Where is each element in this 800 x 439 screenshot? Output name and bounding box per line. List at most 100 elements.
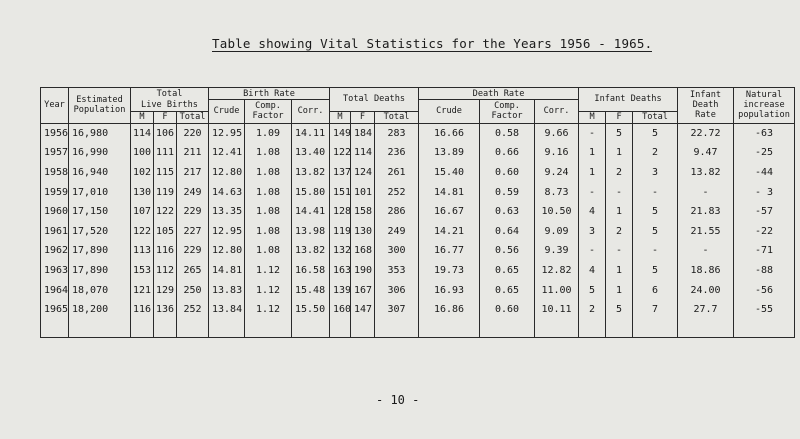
table-blank-row	[40, 319, 796, 339]
table-cell: 116	[130, 299, 154, 320]
table-cell: 184	[350, 123, 375, 144]
table-cell: 1.12	[244, 260, 292, 281]
table-cell: 12.82	[534, 260, 580, 281]
table-cell: 252	[373, 182, 420, 202]
table-cell: 1.09	[244, 123, 292, 144]
table-cell: -63	[733, 123, 796, 144]
table-blank-cell	[153, 319, 177, 339]
table-cell: 132	[329, 241, 351, 261]
header-live-f: F	[153, 110, 177, 124]
header-year: Year	[40, 87, 69, 124]
table-cell: -57	[733, 201, 796, 222]
table-cell: 22.72	[677, 123, 735, 144]
table-cell: -	[605, 241, 634, 261]
table-cell: 217	[176, 162, 209, 183]
table-cell: 129	[153, 280, 177, 300]
header-br-comp-factor: Comp. Factor	[244, 99, 292, 124]
table-cell: 111	[153, 143, 177, 163]
table-cell: 1.08	[244, 182, 292, 202]
table-cell: 151	[329, 182, 351, 202]
table-cell: 15.48	[291, 280, 330, 300]
table-cell: 100	[130, 143, 154, 163]
table-cell: 1.08	[244, 162, 292, 183]
table-cell: 12.80	[208, 162, 245, 183]
table-cell: 300	[373, 241, 420, 261]
table-cell: 261	[373, 162, 420, 183]
table-cell: 227	[176, 221, 209, 242]
table-cell: 130	[130, 182, 154, 202]
header-td-f: F	[350, 110, 375, 124]
header-live-births-sub: Live Births	[130, 99, 209, 112]
table-cell: 124	[350, 162, 375, 183]
table-cell: 2	[632, 143, 679, 163]
table-cell: 5	[632, 201, 679, 222]
table-cell: 130	[350, 221, 375, 242]
table-cell: 139	[329, 280, 351, 300]
table-cell: 160	[329, 299, 351, 320]
page-title: Table showing Vital Statistics for the Y…	[212, 36, 653, 52]
table-cell: 13.84	[208, 299, 245, 320]
table-cell: 16.77	[418, 241, 481, 261]
table-cell: 19.73	[418, 260, 481, 281]
table-cell: 14.81	[418, 182, 481, 202]
table-cell: 18,200	[68, 299, 131, 320]
header-total-live-births: Total	[130, 87, 209, 100]
table-cell: 13.98	[291, 221, 330, 242]
table-cell: 14.63	[208, 182, 245, 202]
header-total-deaths: Total Deaths	[328, 87, 420, 112]
table-cell: 211	[176, 143, 209, 163]
table-row: 1956 16,980 114 106 220 12.95 1.09 14.11 149 184 2…	[40, 123, 796, 144]
table-cell: 14.81	[208, 260, 245, 281]
table-row: 1960 17,150 107 122 229 13.35 1.08 14.41 128 158 2…	[40, 201, 796, 222]
table-cell: 13.82	[291, 241, 330, 261]
table-blank-cell	[534, 319, 580, 339]
header-live-m: M	[130, 110, 154, 124]
table-cell: 122	[130, 221, 154, 242]
table-cell: 1.12	[244, 299, 292, 320]
table-cell: 16,990	[68, 143, 131, 163]
table-cell: -	[677, 182, 735, 202]
table-cell: -88	[733, 260, 796, 281]
table-cell: 5	[632, 221, 679, 242]
table-cell: 1963	[40, 260, 69, 281]
table-blank-cell	[176, 319, 209, 339]
table-cell: 149	[329, 123, 351, 144]
header-birth-rate: Birth Rate	[208, 87, 330, 100]
table-cell: 1961	[40, 221, 69, 242]
table-cell: 15.50	[291, 299, 330, 320]
table-cell: 283	[373, 123, 420, 144]
table-cell: -44	[733, 162, 796, 183]
table-cell: 17,890	[68, 260, 131, 281]
table-cell: 16.58	[291, 260, 330, 281]
header-br-corr: Corr.	[291, 99, 330, 124]
table-cell: 119	[153, 182, 177, 202]
table-cell: 114	[350, 143, 375, 163]
table-cell: 220	[176, 123, 209, 144]
header-dr-comp-factor: Comp. Factor	[479, 99, 536, 124]
table-row: 1961 17,520 122 105 227 12.95 1.08 13.98 119 130 2…	[40, 221, 796, 242]
header-death-rate: Death Rate	[418, 87, 580, 100]
table-cell: 10.11	[534, 299, 580, 320]
table-cell: 1965	[40, 299, 69, 320]
table-cell: 4	[578, 201, 607, 222]
table-cell: 10.50	[534, 201, 580, 222]
table-cell: 16.66	[418, 123, 481, 144]
table-row: 1962 17,890 113 116 229 12.80 1.08 13.82 132 168 3…	[40, 241, 796, 261]
table-cell: 249	[373, 221, 420, 242]
table-cell: 5	[632, 260, 679, 281]
table-blank-cell	[605, 319, 634, 339]
table-cell: 8.73	[534, 182, 580, 202]
table-cell: 121	[130, 280, 154, 300]
table-cell: 0.64	[479, 221, 536, 242]
table-cell: 122	[329, 143, 351, 163]
table-cell: -55	[733, 299, 796, 320]
table-cell: 1	[605, 143, 634, 163]
table-cell: 17,890	[68, 241, 131, 261]
table-cell: 122	[153, 201, 177, 222]
table-blank-cell	[350, 319, 375, 339]
table-blank-cell	[373, 319, 420, 339]
table-cell: 286	[373, 201, 420, 222]
table-cell: 18.86	[677, 260, 735, 281]
table-cell: 13.35	[208, 201, 245, 222]
table-cell: 106	[153, 123, 177, 144]
